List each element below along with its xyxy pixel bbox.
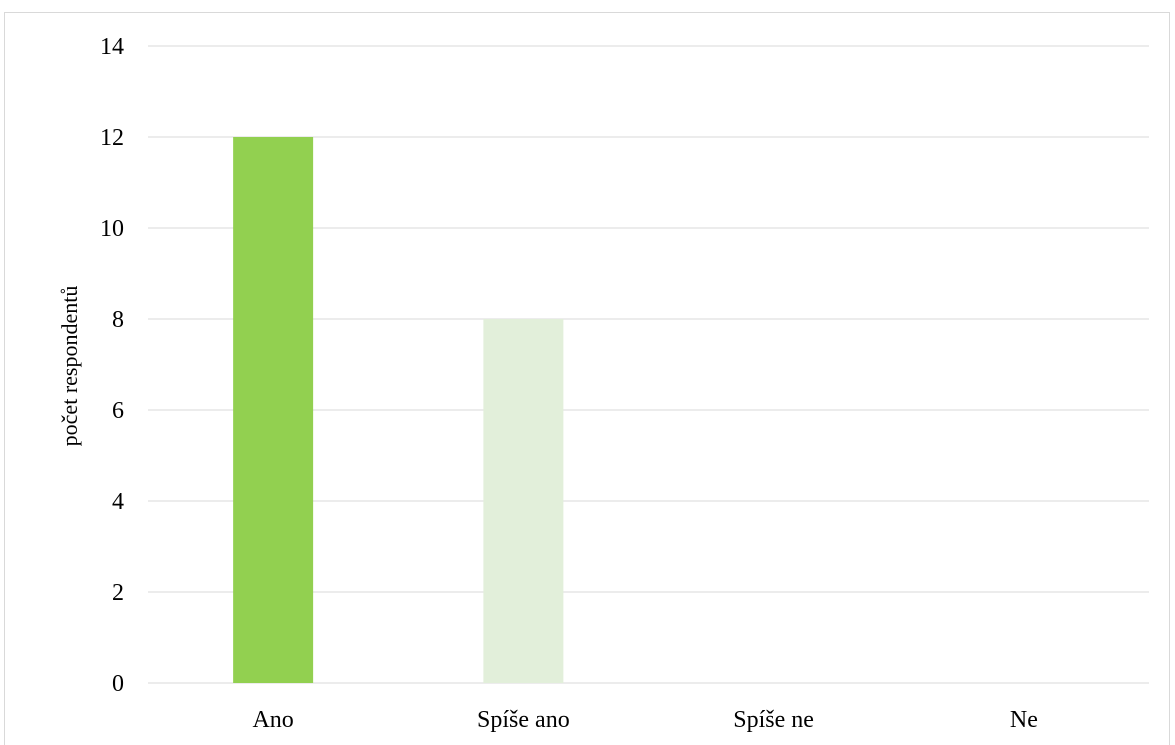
y-tick-label: 4 <box>112 489 124 515</box>
bar <box>483 319 564 683</box>
y-tick-label: 2 <box>112 580 124 606</box>
gridlines <box>148 45 1149 684</box>
x-tick-label: Spíše ne <box>733 707 814 733</box>
y-axis-tick-labels: 0 2 4 6 8 10 12 14 <box>100 34 124 697</box>
x-tick-label: Ne <box>1010 707 1038 733</box>
y-tick-label: 6 <box>112 398 124 424</box>
y-tick-label: 14 <box>100 34 124 60</box>
x-tick-label: Ano <box>252 707 293 733</box>
bars <box>233 137 564 683</box>
x-axis-tick-labels: Ano Spíše ano Spíše ne Ne <box>252 707 1037 733</box>
y-tick-label: 10 <box>100 216 124 242</box>
y-tick-label: 12 <box>100 125 124 151</box>
bar <box>233 137 314 683</box>
chart-frame <box>4 12 1170 745</box>
y-axis-label: počet respondentů <box>57 286 82 447</box>
y-tick-label: 0 <box>112 671 124 697</box>
x-tick-label: Spíše ano <box>477 707 570 733</box>
y-tick-label: 8 <box>112 307 124 333</box>
